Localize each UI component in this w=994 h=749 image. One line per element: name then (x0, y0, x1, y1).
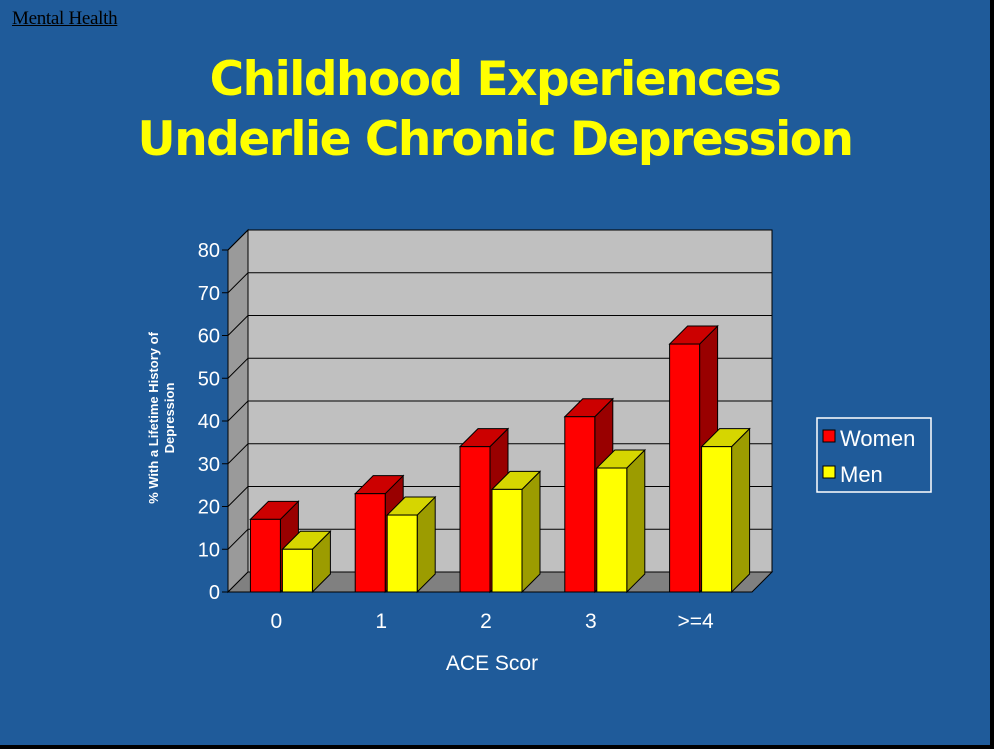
legend-label-men: Men (840, 462, 883, 487)
bar-front (281, 548, 313, 593)
bar-side (731, 427, 751, 594)
bar-front (491, 488, 523, 593)
gridline (227, 357, 772, 379)
y-tick-label: 30 (198, 454, 220, 476)
bar-men-3 (595, 448, 647, 594)
y-tick-label: 50 (198, 368, 220, 390)
bar-front (354, 493, 386, 593)
legend-swatch-women (822, 429, 836, 443)
bar-front (386, 514, 418, 593)
x-tick-label: 0 (271, 610, 283, 633)
title-line-1: Childhood Experiences (209, 52, 782, 107)
bar-front (596, 467, 628, 593)
bar-side (521, 470, 541, 594)
legend-box (816, 417, 932, 493)
y-tick-label: 70 (198, 283, 220, 305)
bar-men->=4 (700, 427, 751, 594)
bar-front (701, 446, 733, 593)
bar-front (459, 446, 491, 593)
y-tick-label: 0 (209, 582, 220, 604)
slide-title: Childhood Experiences Underlie Chronic D… (0, 50, 990, 170)
y-axis-title: % With a Lifetime History of Depression (146, 331, 177, 503)
y-tick-label: 60 (198, 326, 220, 348)
bar-front (669, 343, 701, 593)
bar-men-0 (281, 530, 332, 594)
x-tick-label: >=4 (677, 610, 714, 633)
y-axis-title-line-2: Depression (162, 383, 177, 454)
x-axis-ticks: 0 1 2 3 >=4 (271, 610, 714, 633)
bar-men-1 (385, 495, 437, 594)
y-axis-title-line-1: % With a Lifetime History of (146, 331, 161, 503)
bar-front (564, 416, 596, 593)
bar-side (626, 448, 646, 594)
y-axis-ticks: 0 10 20 30 40 50 60 70 80 (198, 240, 228, 604)
legend: Women Men (816, 417, 932, 493)
legend-label-women: Women (840, 426, 915, 451)
y-tick-label: 10 (198, 539, 220, 561)
section-label: Mental Health (12, 8, 118, 29)
bar-front (249, 518, 281, 593)
gridline (227, 229, 772, 251)
gridline (227, 315, 772, 336)
chart-bars (249, 324, 751, 594)
x-tick-label: 3 (585, 610, 597, 633)
y-tick-label: 20 (198, 497, 220, 519)
x-tick-label: 1 (375, 610, 387, 633)
x-tick-label: 2 (480, 610, 492, 633)
x-axis-title: ACE Scor (446, 652, 538, 675)
y-tick-label: 40 (198, 411, 220, 433)
bar-men-2 (490, 470, 542, 594)
y-tick-label: 80 (198, 240, 220, 262)
legend-swatch-men (822, 465, 836, 479)
title-line-2: Underlie Chronic Depression (137, 112, 854, 167)
gridline (227, 272, 772, 294)
